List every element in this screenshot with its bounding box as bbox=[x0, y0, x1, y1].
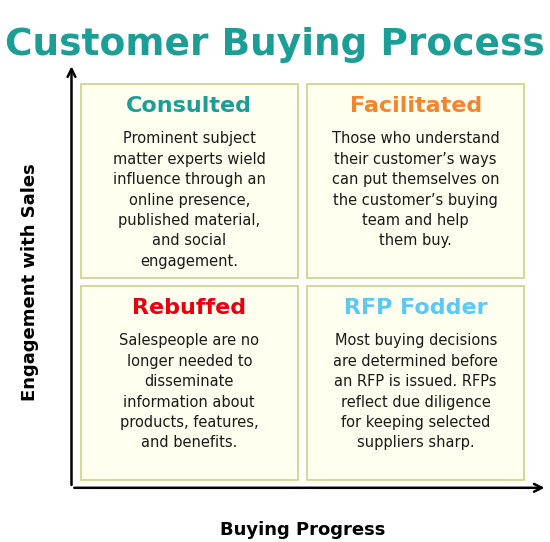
FancyBboxPatch shape bbox=[307, 84, 524, 278]
Text: Rebuffed: Rebuffed bbox=[132, 298, 246, 318]
Text: Most buying decisions
are determined before
an RFP is issued. RFPs
reflect due d: Most buying decisions are determined bef… bbox=[333, 333, 498, 450]
FancyBboxPatch shape bbox=[307, 286, 524, 480]
Text: Consulted: Consulted bbox=[126, 96, 252, 117]
FancyBboxPatch shape bbox=[81, 286, 298, 480]
Text: Customer Buying Process: Customer Buying Process bbox=[5, 27, 545, 63]
Text: Engagement with Sales: Engagement with Sales bbox=[21, 163, 39, 401]
Text: Salespeople are no
longer needed to
disseminate
information about
products, feat: Salespeople are no longer needed to diss… bbox=[119, 333, 259, 450]
Text: Facilitated: Facilitated bbox=[350, 96, 482, 117]
Text: RFP Fodder: RFP Fodder bbox=[344, 298, 487, 318]
Text: Prominent subject
matter experts wield
influence through an
online presence,
pub: Prominent subject matter experts wield i… bbox=[113, 132, 266, 269]
Text: Buying Progress: Buying Progress bbox=[220, 521, 385, 539]
Text: Those who understand
their customer’s ways
can put themselves on
the customer’s : Those who understand their customer’s wa… bbox=[332, 132, 499, 248]
FancyBboxPatch shape bbox=[81, 84, 298, 278]
